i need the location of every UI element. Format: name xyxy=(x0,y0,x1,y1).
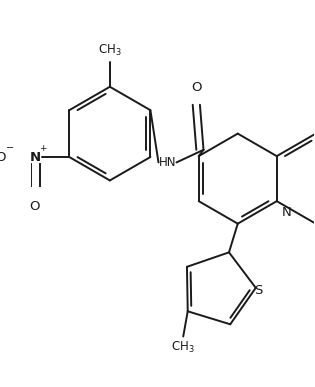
Text: O: O xyxy=(29,200,39,213)
Text: CH$_3$: CH$_3$ xyxy=(171,340,195,355)
Text: +: + xyxy=(39,144,47,153)
Text: O: O xyxy=(191,81,202,94)
Text: N: N xyxy=(282,205,292,219)
Text: −: − xyxy=(6,143,14,153)
Text: HN: HN xyxy=(159,156,176,169)
Text: CH$_3$: CH$_3$ xyxy=(98,43,122,58)
Text: O: O xyxy=(0,151,6,164)
Text: S: S xyxy=(254,284,263,297)
Text: N: N xyxy=(30,151,41,164)
